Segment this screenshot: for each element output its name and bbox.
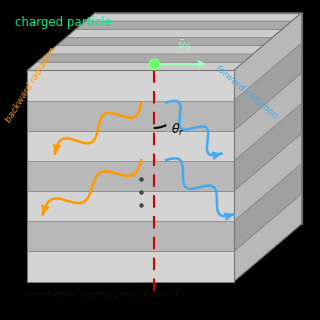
Polygon shape	[28, 161, 234, 191]
Polygon shape	[28, 100, 234, 131]
Polygon shape	[28, 191, 234, 221]
Polygon shape	[234, 133, 301, 221]
Polygon shape	[28, 131, 234, 161]
Polygon shape	[37, 54, 253, 62]
Polygon shape	[234, 13, 301, 100]
Polygon shape	[234, 43, 301, 131]
Polygon shape	[56, 37, 272, 46]
Text: forward radiation: forward radiation	[213, 63, 279, 120]
Polygon shape	[76, 21, 292, 29]
Polygon shape	[28, 221, 234, 252]
Text: charged particle: charged particle	[15, 16, 112, 28]
Polygon shape	[234, 73, 301, 161]
Polygon shape	[47, 46, 263, 54]
Polygon shape	[28, 252, 234, 282]
Text: backward radiation: backward radiation	[4, 45, 57, 124]
Polygon shape	[234, 103, 301, 191]
Polygon shape	[28, 70, 234, 100]
Text: $\theta_r$: $\theta_r$	[172, 122, 185, 139]
Polygon shape	[234, 194, 301, 282]
Text: nanometallic layered structure $\varepsilon(\omega, \bar{k})$: nanometallic layered structure $\varepsi…	[24, 287, 185, 301]
Polygon shape	[85, 13, 301, 21]
Polygon shape	[28, 62, 244, 70]
Polygon shape	[234, 164, 301, 252]
Text: $\bar{v}_0$: $\bar{v}_0$	[177, 38, 192, 54]
Polygon shape	[66, 29, 282, 37]
